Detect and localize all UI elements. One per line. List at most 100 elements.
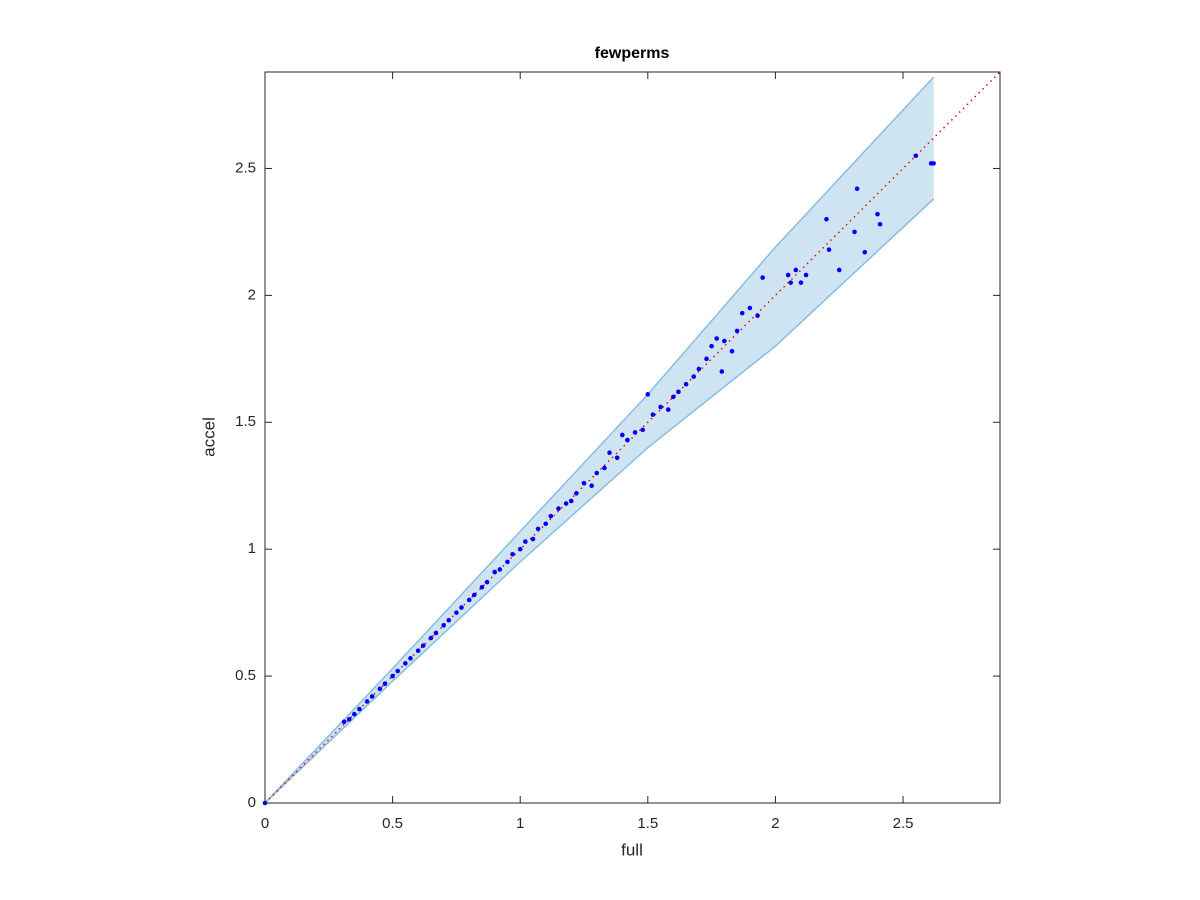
y-tick-label: 1.5 xyxy=(235,413,256,430)
data-point xyxy=(704,356,709,362)
data-point xyxy=(471,592,477,598)
data-point xyxy=(877,221,883,227)
data-point xyxy=(798,280,804,285)
data-point xyxy=(369,694,375,699)
y-axis-label: accel xyxy=(199,417,218,457)
data-point xyxy=(428,635,434,641)
x-axis-label: full xyxy=(621,840,643,859)
data-point xyxy=(352,711,357,717)
data-point xyxy=(836,267,842,273)
data-point xyxy=(479,584,485,590)
data-point xyxy=(709,343,714,349)
data-point xyxy=(510,551,515,557)
data-point xyxy=(382,681,388,687)
data-point xyxy=(556,506,561,511)
data-point xyxy=(734,328,740,334)
data-point xyxy=(875,211,880,217)
data-point xyxy=(357,706,362,712)
data-point xyxy=(803,272,809,278)
data-point xyxy=(548,513,554,519)
data-point xyxy=(665,407,671,412)
data-point xyxy=(346,716,352,722)
data-point xyxy=(517,546,523,552)
y-tick-label: 1 xyxy=(248,540,256,557)
data-point xyxy=(913,153,919,159)
reference-line xyxy=(264,71,1001,804)
data-point xyxy=(530,536,536,542)
y-tick-label: 0.5 xyxy=(235,667,256,684)
data-point xyxy=(658,404,663,410)
data-point xyxy=(589,483,594,489)
x-tick-label: 0 xyxy=(261,815,269,832)
x-tick-label: 0.5 xyxy=(382,815,403,832)
data-point xyxy=(377,686,383,692)
data-point xyxy=(441,623,446,628)
data-point xyxy=(722,338,727,344)
x-tick-label: 2.5 xyxy=(893,815,914,832)
data-point xyxy=(568,498,574,504)
data-point xyxy=(714,336,720,341)
data-point xyxy=(497,567,503,572)
data-point xyxy=(645,392,651,397)
data-point xyxy=(650,412,656,417)
data-point xyxy=(574,491,579,496)
data-point xyxy=(433,630,439,636)
band-lower-edge xyxy=(264,198,935,804)
data-point xyxy=(614,455,620,461)
data-point xyxy=(824,216,829,222)
data-point xyxy=(492,569,497,575)
data-point xyxy=(454,610,459,615)
y-tick-label: 0 xyxy=(248,794,256,811)
data-point xyxy=(683,381,689,387)
data-point xyxy=(640,427,646,433)
data-point xyxy=(826,247,832,252)
data-point xyxy=(739,310,745,316)
data-point xyxy=(607,450,612,456)
data-point xyxy=(459,605,464,610)
data-point xyxy=(341,719,347,725)
data-point xyxy=(563,501,569,506)
data-point xyxy=(408,656,413,661)
data-point xyxy=(415,648,421,654)
data-point xyxy=(862,249,868,255)
data-point xyxy=(729,348,735,354)
data-point xyxy=(671,394,676,400)
y-tick-label: 2.5 xyxy=(235,159,256,176)
data-point xyxy=(760,275,765,280)
data-point xyxy=(793,267,799,273)
data-point xyxy=(523,539,528,544)
data-point xyxy=(788,280,794,285)
data-point xyxy=(535,526,541,532)
band-upper-edge xyxy=(264,76,935,804)
data-point xyxy=(676,389,681,395)
data-point xyxy=(395,668,401,674)
x-tick-label: 1.5 xyxy=(637,815,658,832)
axes-box xyxy=(264,71,1001,804)
data-point xyxy=(466,597,472,603)
data-point xyxy=(484,579,490,585)
data-point xyxy=(854,186,860,192)
data-point xyxy=(505,559,510,565)
data-point xyxy=(619,432,625,438)
data-point xyxy=(446,617,452,623)
data-point xyxy=(390,673,395,679)
data-point xyxy=(602,465,607,471)
data-point xyxy=(755,313,760,318)
data-point xyxy=(581,480,587,486)
data-point xyxy=(625,437,630,443)
y-tick-label: 2 xyxy=(248,286,256,303)
data-point xyxy=(403,661,408,666)
data-point xyxy=(594,470,600,476)
data-point xyxy=(543,521,549,527)
chart-title: fewperms xyxy=(595,45,670,62)
data-point xyxy=(696,366,702,372)
data-point xyxy=(747,305,753,311)
data-point xyxy=(420,643,426,648)
x-tick-label: 2 xyxy=(771,815,779,832)
data-point xyxy=(785,272,791,278)
data-point xyxy=(852,229,857,235)
data-point xyxy=(931,161,936,166)
data-point xyxy=(719,369,725,374)
